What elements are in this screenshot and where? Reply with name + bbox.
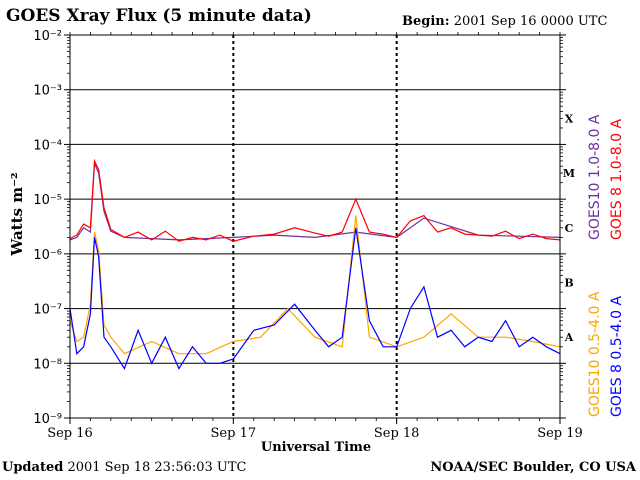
y-tick-label: 10⁻³ [33,84,62,99]
y-tick-label: 10⁻⁷ [33,303,62,318]
legend-goes10-long: GOES10 1.0-8.0 A [587,114,603,240]
x-tick-label: Sep 19 [537,426,583,441]
updated-value: 2001 Sep 18 23:56:03 UTC [67,460,247,475]
y-tick-label: 10⁻⁵ [33,193,62,208]
flare-class-label: X [565,112,574,125]
flare-class-label: A [564,331,574,344]
y-tick-label: 10⁻⁹ [33,412,62,427]
x-tick-label: Sep 17 [211,426,257,441]
begin-value: 2001 Sep 16 0000 UTC [453,14,608,29]
y-axis-label: Watts m⁻² [8,172,26,256]
series-line-3 [69,227,561,370]
y-tick-label: 10⁻⁴ [33,138,62,153]
updated-timestamp: Updated 2001 Sep 18 23:56:03 UTC [2,460,247,475]
organization-credit: NOAA/SEC Boulder, CO USA [430,460,636,475]
legend-goes8-long: GOES 8 1.0-8.0 A [609,118,625,240]
begin-time: Begin: 2001 Sep 16 0000 UTC [402,14,607,29]
legend-goes10-short: GOES10 0.5-4.0 A [587,291,603,417]
plot-frame [69,34,561,419]
chart-title: GOES Xray Flux (5 minute data) [6,6,312,26]
x-tick-label: Sep 18 [374,426,420,441]
series-line-0 [69,163,561,241]
y-tick-label: 10⁻⁶ [33,248,62,263]
flare-class-label: M [563,167,575,180]
x-axis-label: Universal Time [260,440,372,455]
legend-goes8-short: GOES 8 0.5-4.0 A [609,295,625,417]
y-tick-label: 10⁻⁸ [33,357,62,372]
flare-class-label: B [564,276,573,289]
begin-label: Begin: [402,14,450,29]
flare-class-label: C [565,222,574,235]
x-tick-label: Sep 16 [47,426,93,441]
updated-label: Updated [2,460,64,475]
y-tick-label: 10⁻² [33,29,62,44]
series-line-1 [69,158,561,242]
